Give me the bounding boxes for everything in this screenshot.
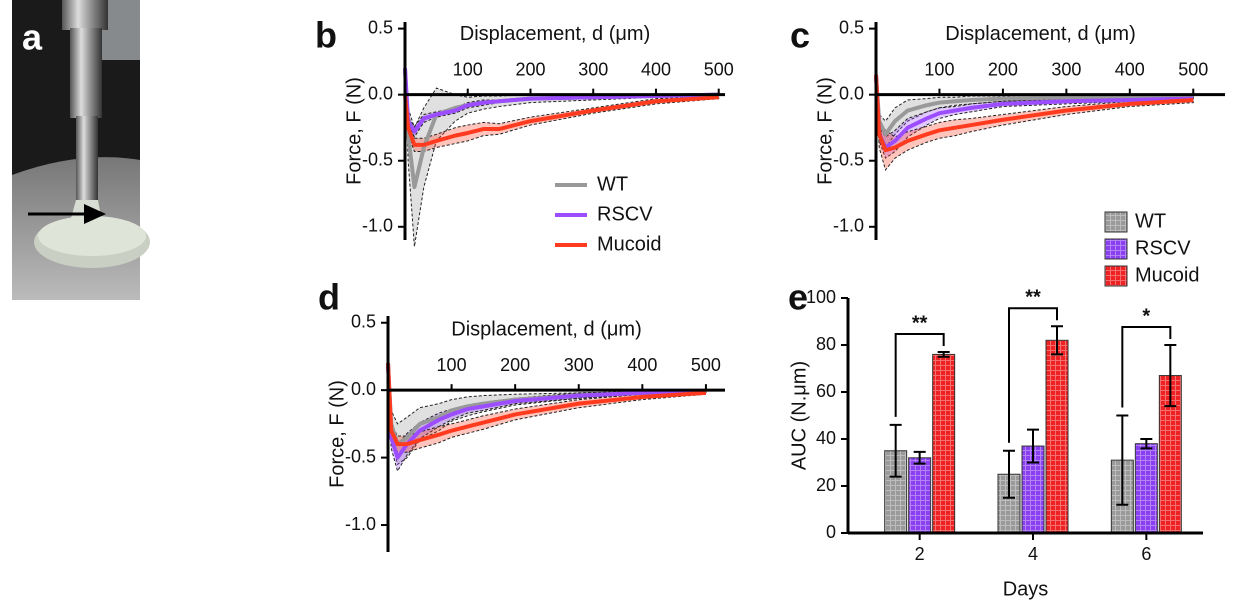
legend-label: RSCV: [597, 203, 653, 225]
panel-label: e: [788, 277, 808, 318]
panel-label: b: [315, 15, 337, 56]
y-axis-title: Force, F (N): [326, 380, 348, 488]
significance-bracket: [894, 333, 945, 417]
x-tick-label: 400: [641, 59, 671, 79]
x-tick-label: 500: [1178, 59, 1208, 79]
x-tick-label: 100: [924, 59, 954, 79]
legend-swatch: [1104, 211, 1128, 233]
y-tick-label: 0.0: [351, 379, 376, 399]
error-bar: [937, 351, 950, 358]
bar: [1045, 339, 1069, 534]
x-tick-label: 300: [1051, 59, 1081, 79]
x-tick-label: 400: [1115, 59, 1145, 79]
significance-bracket: [1008, 307, 1058, 443]
y-tick-label: 20: [816, 475, 836, 495]
x-axis-title: Displacement, d (μm): [945, 23, 1135, 45]
error-bar: [1051, 325, 1063, 356]
error-bar: [913, 450, 926, 465]
x-tick-label: 300: [564, 355, 594, 375]
error-bar: [1003, 449, 1015, 499]
error-bar: [1027, 428, 1039, 464]
legend-label: Mucoid: [1135, 264, 1199, 286]
legend-label: RSCV: [1135, 237, 1191, 259]
y-tick-label: 100: [806, 287, 836, 307]
y-tick-label: 80: [816, 334, 836, 354]
error-bar: [1116, 414, 1129, 506]
x-tick-label: 500: [704, 59, 734, 79]
line: [874, 74, 1194, 153]
panel-label: c: [790, 15, 810, 56]
y-tick-label: -1.0: [345, 514, 376, 534]
y-tick-label: -0.5: [833, 149, 864, 169]
error-bar: [889, 423, 902, 478]
y-tick-label: 0.0: [368, 83, 393, 103]
line: [386, 363, 707, 447]
x-tick-label: 6: [1141, 544, 1151, 564]
significance-bracket: [1121, 326, 1172, 408]
y-tick-label: 0: [826, 522, 836, 542]
x-axis-title: Displacement, d (μm): [460, 23, 650, 45]
legend-swatch: [1104, 265, 1128, 287]
legend-label: WT: [1135, 210, 1166, 232]
x-tick-label: 100: [453, 59, 483, 79]
line: [403, 68, 719, 134]
y-tick-label: -1.0: [362, 216, 393, 236]
y-tick-label: 60: [816, 381, 836, 401]
y-axis-title: Force, F (N): [814, 77, 836, 185]
y-tick-label: 0.5: [368, 17, 393, 37]
error-band: [875, 74, 1194, 172]
x-tick-label: 200: [988, 59, 1018, 79]
error-bar: [1164, 344, 1177, 408]
x-axis-title: Displacement, d (μm): [451, 318, 641, 340]
error-bar: [1140, 438, 1153, 450]
x-tick-label: 2: [915, 544, 925, 564]
legend-label: Mucoid: [597, 233, 661, 255]
y-tick-label: -0.5: [345, 446, 376, 466]
legend-swatch: [1104, 238, 1128, 260]
significance-label: **: [912, 312, 928, 334]
y-tick-label: -1.0: [833, 216, 864, 236]
line: [403, 68, 719, 190]
line: [874, 74, 1194, 137]
panel-label: d: [318, 277, 340, 318]
significance-label: *: [1142, 305, 1150, 327]
y-tick-label: -0.5: [362, 149, 393, 169]
bar: [1134, 443, 1158, 534]
y-tick-label: 0.0: [839, 83, 864, 103]
x-tick-label: 300: [578, 59, 608, 79]
error-band: [404, 68, 720, 138]
bar: [932, 353, 956, 534]
bar: [908, 457, 932, 534]
x-tick-label: 100: [437, 355, 467, 375]
line: [403, 94, 719, 147]
x-tick-label: 200: [500, 355, 530, 375]
significance-label: **: [1025, 286, 1041, 308]
panel-label: a: [22, 17, 43, 58]
y-tick-label: 40: [816, 428, 836, 448]
x-axis-title: Days: [1003, 578, 1049, 600]
y-tick-label: 0.5: [351, 311, 376, 331]
x-tick-label: 200: [515, 59, 545, 79]
legend-label: WT: [597, 173, 628, 195]
x-tick-label: 4: [1028, 544, 1038, 564]
y-axis-title: Force, F (N): [343, 77, 365, 185]
photo: [12, 0, 150, 300]
line: [386, 363, 706, 460]
x-tick-label: 400: [627, 355, 657, 375]
y-axis-title: AUC (N.μm): [788, 361, 810, 470]
x-tick-label: 500: [691, 355, 721, 375]
y-tick-label: 0.5: [839, 17, 864, 37]
